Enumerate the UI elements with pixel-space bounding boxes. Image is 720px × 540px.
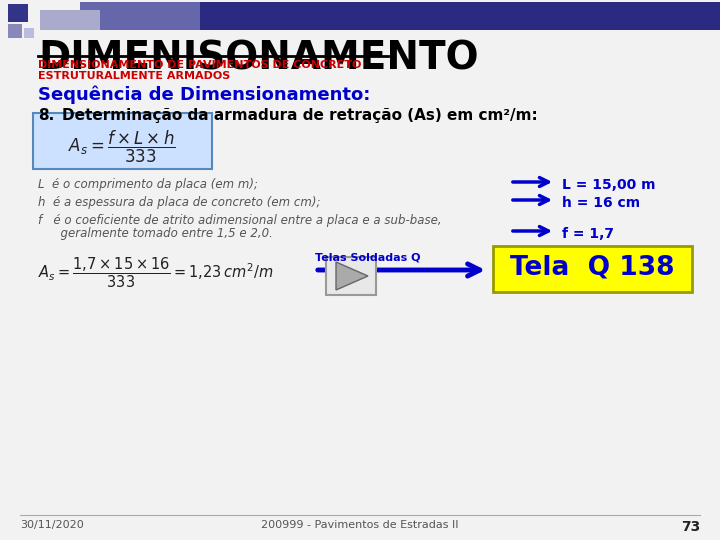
Text: L  é o comprimento da placa (em m);: L é o comprimento da placa (em m); (38, 178, 258, 191)
FancyBboxPatch shape (8, 4, 28, 22)
Text: $A_s = \dfrac{f \times L \times h}{333}$: $A_s = \dfrac{f \times L \times h}{333}$ (68, 129, 176, 165)
Text: ESTRUTURALMENTE ARMADOS: ESTRUTURALMENTE ARMADOS (38, 71, 230, 81)
FancyBboxPatch shape (120, 2, 720, 30)
FancyBboxPatch shape (24, 28, 34, 38)
FancyBboxPatch shape (8, 24, 22, 38)
FancyBboxPatch shape (493, 246, 692, 292)
FancyBboxPatch shape (40, 10, 100, 30)
FancyBboxPatch shape (33, 113, 212, 169)
Text: Tela  Q 138: Tela Q 138 (510, 255, 674, 281)
Text: Telas Soldadas Q: Telas Soldadas Q (315, 253, 420, 263)
Text: DIMENISONAMENTO: DIMENISONAMENTO (38, 40, 479, 78)
Text: 30/11/2020: 30/11/2020 (20, 520, 84, 530)
Text: 8.: 8. (38, 108, 54, 123)
Polygon shape (336, 262, 368, 290)
FancyBboxPatch shape (80, 2, 200, 30)
Text: Sequência de Dimensionamento:: Sequência de Dimensionamento: (38, 86, 370, 105)
Text: geralmente tomado entre 1,5 e 2,0.: geralmente tomado entre 1,5 e 2,0. (38, 227, 273, 240)
Text: 73: 73 (680, 520, 700, 534)
FancyBboxPatch shape (326, 257, 376, 295)
Text: f = 1,7: f = 1,7 (562, 227, 614, 241)
Text: f   é o coeficiente de atrito adimensional entre a placa e a sub-base,: f é o coeficiente de atrito adimensional… (38, 214, 441, 227)
Text: Determinação da armadura de retração (As) em cm²/m:: Determinação da armadura de retração (As… (62, 108, 538, 123)
Text: h = 16 cm: h = 16 cm (562, 196, 640, 210)
Text: h  é a espessura da placa de concreto (em cm);: h é a espessura da placa de concreto (em… (38, 196, 320, 209)
Text: DIMENSIONAMENTO DE PAVIMENTOS DE CONCRETO: DIMENSIONAMENTO DE PAVIMENTOS DE CONCRET… (38, 60, 361, 70)
Text: 200999 - Pavimentos de Estradas II: 200999 - Pavimentos de Estradas II (261, 520, 459, 530)
Text: $A_s = \dfrac{1{,}7 \times 15 \times 16}{333} = 1{,}23\,cm^2/m$: $A_s = \dfrac{1{,}7 \times 15 \times 16}… (38, 255, 274, 289)
Text: L = 15,00 m: L = 15,00 m (562, 178, 655, 192)
